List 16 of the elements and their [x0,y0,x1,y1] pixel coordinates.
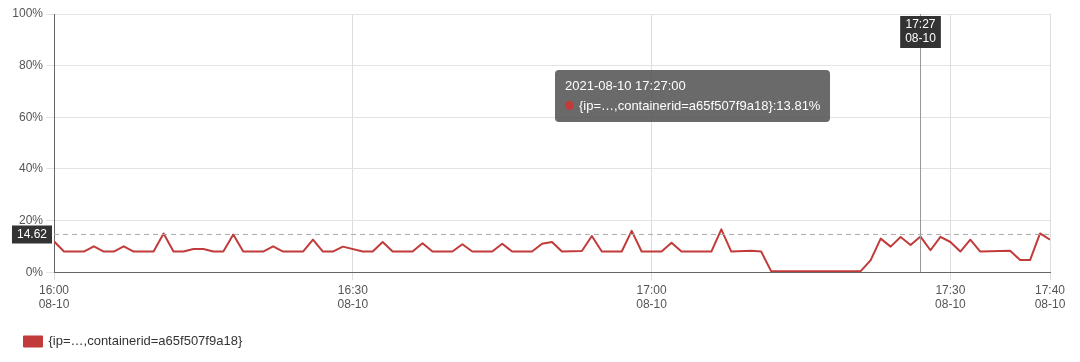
annotation: {ip=…,containerid=a65f507f9a18}:13.81% [578,97,821,115]
x-tick-label: 17:30 08-10 [935,282,967,312]
x-tick-label: 17:40 08-10 [1034,282,1066,312]
x-tick-label: 16:30 08-10 [337,282,369,312]
ref-line-label: 14.62 [16,226,48,241]
y-tick-label: 0% [25,264,44,279]
ref-line-label: 17:27 08-10 [905,17,937,46]
y-tick-label: 60% [18,109,44,124]
y-tick-label: 40% [18,161,44,176]
y-tick-label: 20% [18,212,44,227]
y-tick-label: 80% [18,57,44,72]
x-tick-label: 17:00 08-10 [636,282,668,312]
y-tick-label: 100% [12,6,44,21]
x-tick-label: 16:00 08-10 [38,282,70,312]
annotation: 2021-08-10 17:27:00 [565,77,687,95]
legend-label: {ip=…,containerid=a65f507f9a18} [48,333,243,349]
